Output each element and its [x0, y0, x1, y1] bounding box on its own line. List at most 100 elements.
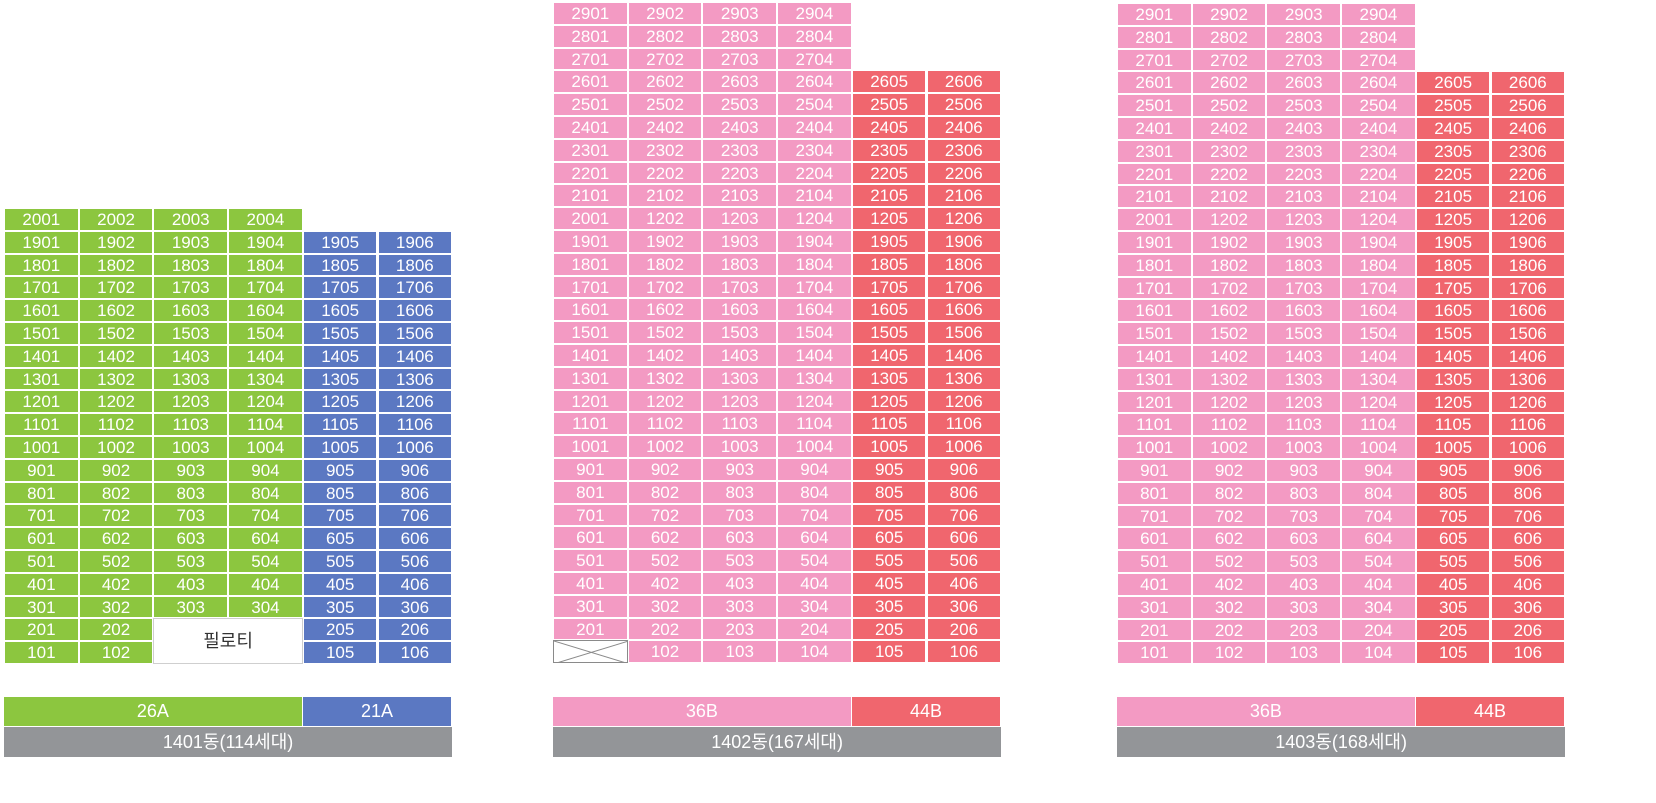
- unit-cell: 1206: [1490, 390, 1566, 414]
- unit-cell: 601: [4, 527, 79, 550]
- unit-cell: 1701: [1117, 276, 1192, 300]
- unit-cell: 2401: [1117, 117, 1192, 140]
- unit-cell: 505: [302, 550, 378, 573]
- unit-cell: 305: [851, 594, 927, 618]
- unit-cell: 1204: [1341, 208, 1416, 231]
- unit-cell: 1706: [926, 275, 1002, 299]
- unit-cell: 2206: [1490, 162, 1566, 186]
- unit-cell: 1202: [627, 207, 703, 230]
- unit-cell: 2605: [1415, 71, 1491, 95]
- unit-cell: 404: [777, 572, 852, 595]
- unit-cell: 1806: [1490, 253, 1566, 277]
- unit-cell: 2602: [627, 70, 703, 94]
- unit-cell: 1003: [1266, 436, 1342, 459]
- unit-cell: 806: [377, 481, 453, 505]
- unit-cell: 1902: [627, 230, 703, 253]
- unit-cell: 1003: [153, 436, 229, 459]
- unit-cell: 701: [553, 503, 628, 527]
- unit-cell: 501: [1117, 550, 1192, 573]
- unit-cell: 1801: [4, 253, 79, 277]
- unit-cell: 504: [1341, 550, 1416, 573]
- unit-cell: 2701: [553, 47, 628, 71]
- unit-cell: 1302: [627, 366, 703, 390]
- unit-cell: 1202: [78, 390, 154, 414]
- unit-cell: 1205: [851, 207, 927, 230]
- unit-cell: 2303: [1266, 139, 1342, 163]
- unit-cell: 1904: [1341, 231, 1416, 254]
- unit-cell: 2702: [627, 47, 703, 71]
- unit-cell: 2903: [702, 2, 778, 25]
- unit-cell: 602: [1191, 527, 1267, 551]
- unit-cell: 2301: [553, 138, 628, 162]
- unit-cell: 2001: [553, 207, 628, 230]
- building-name-bar: 1401동(114세대): [4, 727, 453, 757]
- unit-cell: 305: [1415, 595, 1491, 619]
- unit-type-band: 36B: [553, 697, 852, 726]
- unit-cell: 202: [78, 618, 154, 642]
- unit-cell: 102: [78, 641, 154, 664]
- unit-cell: 2301: [1117, 139, 1192, 163]
- unit-cell: 2205: [1415, 162, 1491, 186]
- unit-cell: 1701: [4, 276, 79, 300]
- unit-cell: 1406: [1490, 345, 1566, 368]
- unit-cell: 602: [627, 526, 703, 550]
- unit-cell: 2302: [1191, 139, 1267, 163]
- unit-cell: 2103: [1266, 185, 1342, 209]
- unit-cell: 2802: [1191, 25, 1267, 49]
- unit-cell: 1804: [228, 253, 303, 277]
- unit-cell: 606: [1490, 527, 1566, 551]
- unit-cell: 405: [851, 572, 927, 595]
- unit-cell: 1406: [926, 344, 1002, 367]
- unit-cell: 1905: [302, 230, 378, 254]
- unit-cell: 803: [1266, 481, 1342, 505]
- unit-cell: 804: [777, 480, 852, 504]
- unit-cell: 401: [1117, 573, 1192, 596]
- unit-cell: 901: [4, 458, 79, 482]
- unit-cell: 802: [627, 480, 703, 504]
- unit-cell: 504: [777, 549, 852, 572]
- unit-cell: 1502: [1191, 322, 1267, 345]
- unit-cell: 2406: [1490, 117, 1566, 140]
- unit-cell: 1505: [1415, 322, 1491, 345]
- unit-cell: 805: [1415, 481, 1491, 505]
- unit-cell: 2901: [1117, 3, 1192, 26]
- unit-cell: 1203: [153, 390, 229, 414]
- unit-cell: 2402: [627, 116, 703, 139]
- unit-cell: 1206: [1490, 208, 1566, 231]
- unit-cell: 2405: [851, 116, 927, 139]
- unit-cell: 1506: [1490, 322, 1566, 345]
- unit-cell: 403: [702, 572, 778, 595]
- unit-cell: 2904: [1341, 3, 1416, 26]
- unit-cell: 604: [1341, 527, 1416, 551]
- unit-cell: 102: [627, 640, 703, 664]
- unit-cell: 1803: [702, 252, 778, 276]
- empty-unit-cell: [553, 640, 628, 664]
- unit-cell: 2703: [702, 47, 778, 71]
- unit-cell: 1903: [153, 230, 229, 254]
- unit-cell: 1603: [153, 299, 229, 322]
- unit-cell: 1802: [78, 253, 154, 277]
- unit-cell: 202: [627, 617, 703, 641]
- unit-cell: 806: [926, 480, 1002, 504]
- unit-cell: 904: [1341, 459, 1416, 482]
- unit-cell: 1006: [926, 435, 1002, 458]
- unit-cell: 1301: [553, 366, 628, 390]
- unit-cell: 2803: [702, 24, 778, 48]
- unit-cell: 1405: [1415, 345, 1491, 368]
- unit-cell: 2204: [777, 161, 852, 185]
- unit-cell: 1601: [1117, 299, 1192, 323]
- unit-cell: 2406: [926, 116, 1002, 139]
- unit-cell: 203: [702, 617, 778, 641]
- unit-cell: 1103: [1266, 413, 1342, 437]
- unit-cell: 1503: [1266, 322, 1342, 345]
- unit-cell: 503: [153, 550, 229, 573]
- unit-cell: 1606: [377, 299, 453, 322]
- unit-cell: 2801: [1117, 25, 1192, 49]
- unit-cell: 1403: [153, 344, 229, 368]
- unit-cell: 2302: [627, 138, 703, 162]
- unit-cell: 503: [1266, 550, 1342, 573]
- unit-cell: 2506: [1490, 94, 1566, 117]
- unit-cell: 805: [302, 481, 378, 505]
- unit-cell: 1306: [377, 367, 453, 391]
- unit-cell: 1401: [1117, 345, 1192, 368]
